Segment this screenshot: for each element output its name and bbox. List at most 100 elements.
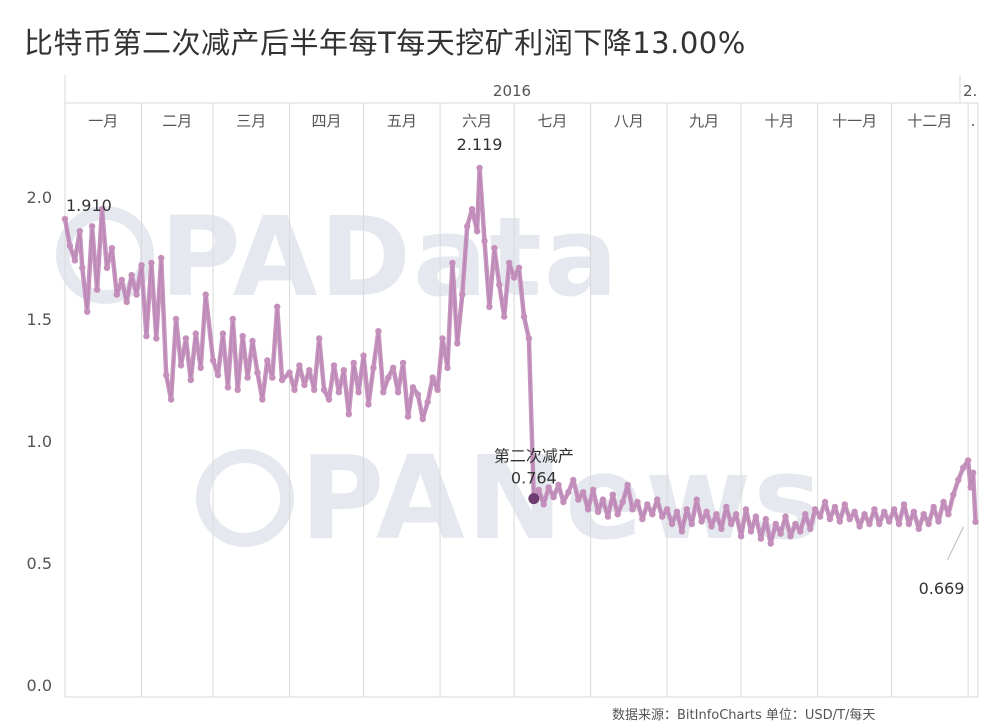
- data-point: [807, 525, 814, 532]
- data-point: [316, 335, 323, 342]
- month-grid: [64, 75, 979, 698]
- data-point: [802, 511, 809, 518]
- data-point: [555, 481, 562, 489]
- data-point: [757, 535, 765, 542]
- data-point: [728, 520, 735, 528]
- data-point: [821, 498, 829, 506]
- data-point: [871, 506, 878, 513]
- data-point: [890, 506, 898, 513]
- month-label: 四月: [312, 112, 342, 130]
- data-point: [619, 498, 626, 506]
- data-point: [172, 315, 180, 323]
- data-point: [202, 291, 209, 298]
- data-point: [192, 330, 199, 337]
- data-point: [335, 389, 343, 396]
- month-label: 二月: [162, 112, 192, 130]
- data-point: [249, 337, 256, 345]
- data-point: [762, 515, 769, 523]
- data-point: [950, 491, 957, 498]
- month-header: 2016 2. 一月 二月 三月 四月 五月 六月 七月 八月 九月 十月 十一月 十二月.: [88, 82, 977, 130]
- data-point: [510, 274, 518, 281]
- data-point: [103, 264, 111, 271]
- y-tick-label: 1.0: [27, 432, 52, 451]
- data-point: [340, 367, 347, 374]
- data-point: [836, 518, 843, 525]
- data-point: [113, 291, 121, 298]
- data-point: [419, 415, 426, 423]
- month-label: 十一月: [832, 112, 877, 130]
- data-point: [311, 386, 318, 393]
- data-point: [742, 506, 750, 513]
- y-tick-label: 0.0: [27, 676, 52, 695]
- data-point: [520, 313, 528, 320]
- data-point: [320, 386, 328, 393]
- month-label: 十二月: [907, 112, 952, 130]
- data-point: [224, 384, 232, 391]
- data-point: [861, 511, 868, 518]
- data-point: [649, 511, 656, 518]
- data-point: [153, 335, 160, 342]
- data-point: [274, 303, 281, 310]
- watermark-logo-icon: [196, 449, 294, 547]
- data-point: [301, 381, 308, 389]
- data-point: [254, 369, 261, 376]
- data-point: [278, 376, 286, 384]
- data-point: [935, 518, 942, 525]
- annotations: 1.910 2.119 第二次减产 0.764 0.669: [66, 135, 964, 598]
- data-point: [414, 391, 422, 398]
- data-point: [792, 520, 799, 528]
- data-point: [93, 286, 101, 293]
- data-point: [955, 476, 962, 484]
- data-point: [876, 520, 883, 528]
- data-point: [76, 228, 84, 235]
- data-point: [594, 508, 602, 515]
- data-point: [545, 484, 552, 491]
- data-point: [380, 389, 387, 396]
- data-point: [886, 518, 893, 525]
- month-label: 六月: [462, 112, 492, 130]
- data-point: [330, 362, 338, 369]
- data-point: [394, 389, 402, 396]
- data-point: [688, 520, 695, 528]
- data-point: [644, 501, 651, 508]
- data-point: [654, 496, 661, 503]
- data-point: [920, 511, 927, 518]
- data-point: [550, 493, 557, 501]
- data-point: [811, 506, 819, 513]
- data-point: [444, 364, 451, 371]
- data-point: [286, 369, 293, 376]
- data-point: [167, 396, 175, 403]
- data-point: [708, 523, 715, 530]
- year-label-2017: 2.: [963, 82, 977, 100]
- data-point: [915, 525, 922, 532]
- data-point: [609, 491, 616, 498]
- data-point: [777, 530, 784, 537]
- chart-title: 比特币第二次减产后半年每T每天挖矿利润下降13.00%: [24, 26, 746, 60]
- data-point: [525, 335, 533, 342]
- data-point: [234, 386, 241, 393]
- data-point: [98, 206, 106, 213]
- data-point: [88, 223, 96, 230]
- data-point: [565, 489, 572, 496]
- data-point: [108, 245, 116, 252]
- data-point: [296, 362, 303, 369]
- data-point: [831, 503, 839, 511]
- data-point: [128, 271, 135, 279]
- month-label: .: [971, 112, 976, 130]
- data-point: [910, 508, 917, 515]
- month-label: 九月: [689, 112, 719, 130]
- data-point: [325, 396, 333, 403]
- data-point: [143, 332, 150, 340]
- data-point: [535, 486, 542, 493]
- data-point: [148, 259, 155, 267]
- data-point: [399, 359, 407, 367]
- data-point: [197, 364, 204, 371]
- data-point: [797, 528, 804, 535]
- data-point: [673, 508, 681, 515]
- data-point: [163, 371, 170, 379]
- data-point: [138, 262, 145, 269]
- data-point: [866, 520, 873, 528]
- data-point: [481, 237, 488, 245]
- data-point: [747, 528, 755, 535]
